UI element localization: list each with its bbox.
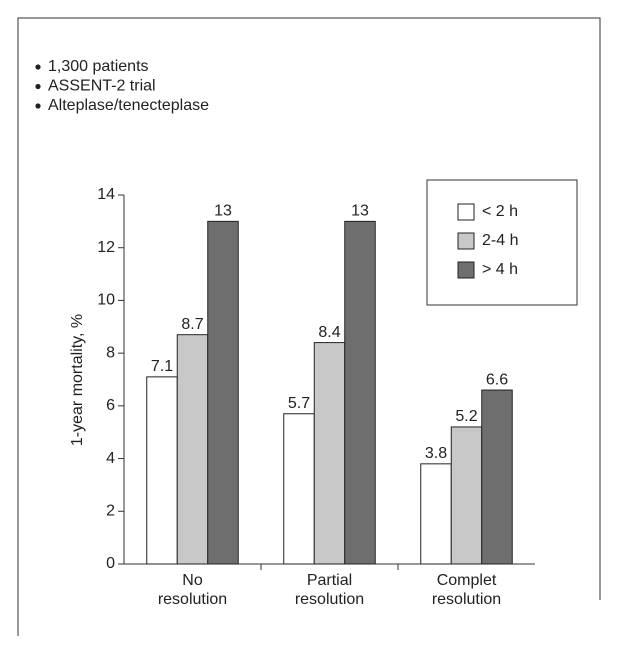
value-label: 5.7 [288, 395, 310, 412]
bar [146, 376, 178, 565]
value-label: 7.1 [151, 358, 173, 375]
y-tick-label: 10 [97, 292, 115, 309]
legend-label: 2-4 h [482, 232, 518, 249]
note: ASSENT-2 trial [48, 78, 156, 95]
bullet [35, 83, 41, 90]
y-tick-label: 14 [97, 186, 115, 203]
bar [207, 220, 239, 565]
y-tick-label: 0 [106, 555, 115, 572]
note: 1,300 patients [48, 58, 149, 75]
legend-swatch [457, 261, 475, 279]
bar [176, 334, 209, 565]
bar [313, 342, 346, 565]
value-label: 13 [351, 203, 369, 220]
value-label: 6.6 [486, 371, 508, 388]
y-tick-label: 12 [97, 239, 115, 256]
bar [450, 426, 483, 565]
y-tick-label: 6 [106, 397, 115, 414]
bar [481, 389, 513, 565]
y-axis-label: 1-year mortality, % [69, 314, 86, 446]
value-label: 3.8 [425, 445, 447, 462]
bullet [35, 64, 41, 70]
legend-swatch [457, 232, 475, 250]
bullet [35, 103, 41, 109]
bar [283, 413, 315, 565]
legend-swatch [457, 203, 475, 221]
value-label: 13 [214, 203, 232, 220]
legend-box [426, 179, 578, 306]
y-tick-label: 8 [106, 344, 115, 361]
x-tick-label: Complet resolution [432, 572, 501, 608]
y-tick-label: 2 [106, 503, 115, 520]
value-label: 5.2 [455, 408, 477, 425]
note: Alteplase/tenecteplase [48, 97, 209, 114]
bar [420, 463, 452, 565]
x-tick-label: Partial resolution [295, 572, 364, 608]
value-label: 8.7 [181, 316, 203, 333]
x-tick-label: No resolution [158, 572, 227, 608]
y-tick-label: 4 [106, 450, 115, 467]
bar [344, 220, 376, 565]
value-label: 8.4 [318, 324, 340, 341]
legend-label: > 4 h [482, 261, 518, 278]
legend-label: < 2 h [482, 203, 518, 220]
frame [17, 17, 601, 636]
